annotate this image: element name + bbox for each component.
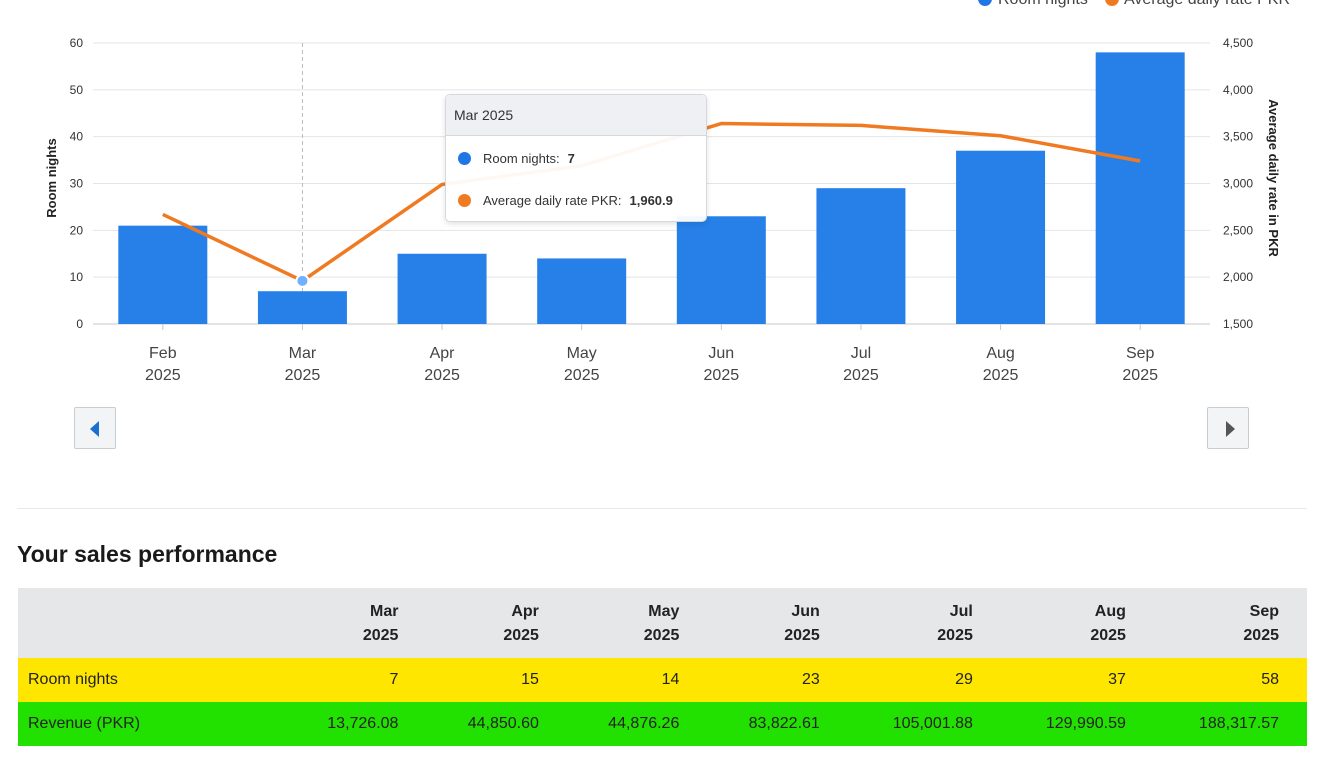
combo-chart: 0 10 20 30 40 50 60 1,500 2,000 2,500 3,000 3,500 4,… xyxy=(44,0,1290,384)
highlight-point xyxy=(295,273,310,288)
next-period-button[interactable] xyxy=(1207,407,1249,449)
table-cell: 129,990.59 xyxy=(1000,702,1154,746)
header-cell: Aug 2025 xyxy=(1000,588,1154,658)
legend-room-nights-label: Room nights xyxy=(998,0,1088,8)
table-cell: 105,001.88 xyxy=(847,702,1001,746)
bar-room-nights xyxy=(118,225,208,324)
table-row-revenue: Revenue (PKR) 13,726.08 44,850.60 44,876… xyxy=(18,702,1307,746)
table-cell: 83,822.61 xyxy=(707,702,848,746)
left-tick-label: 10 xyxy=(70,270,84,284)
bar-room-nights xyxy=(676,216,766,324)
x-tick-year: 2025 xyxy=(983,367,1019,384)
header-cell: May 2025 xyxy=(566,588,708,658)
left-tick-label: 60 xyxy=(70,36,84,50)
x-tick-year: 2025 xyxy=(704,367,740,384)
right-tick-label: 1,500 xyxy=(1223,317,1253,331)
x-tick-year: 2025 xyxy=(145,367,181,384)
left-tick-label: 0 xyxy=(76,317,83,331)
tooltip-row-room-nights: Room nights: 7 xyxy=(458,149,575,169)
chart-tooltip: Mar 2025 Room nights: 7 Average daily rat… xyxy=(445,94,707,222)
adr-dot-icon xyxy=(458,194,471,207)
right-tick-label: 2,000 xyxy=(1223,270,1253,284)
right-tick-label: 3,500 xyxy=(1223,130,1253,144)
header-empty-cell xyxy=(18,588,286,658)
chevron-right-icon xyxy=(1226,421,1235,437)
bar-room-nights xyxy=(956,150,1046,324)
table-cell: 13,726.08 xyxy=(286,702,427,746)
right-tick-label: 4,000 xyxy=(1223,83,1253,97)
table-cell: 23 xyxy=(707,658,848,702)
x-tick-month: Mar xyxy=(289,345,317,362)
header-cell: Jul 2025 xyxy=(847,588,1001,658)
table-cell: 58 xyxy=(1153,658,1307,702)
table-cell: 15 xyxy=(426,658,567,702)
row-label: Revenue (PKR) xyxy=(18,702,286,746)
legend-room-nights-dot-icon xyxy=(978,0,992,6)
row-label: Room nights xyxy=(18,658,286,702)
table-cell: 29 xyxy=(847,658,1001,702)
x-tick-year: 2025 xyxy=(285,367,321,384)
right-tick-label: 4,500 xyxy=(1223,36,1253,50)
x-tick-month: May xyxy=(567,345,597,362)
left-axis-title: Room nights xyxy=(44,138,59,217)
bar-room-nights xyxy=(397,253,487,324)
bar-room-nights xyxy=(1095,52,1185,324)
x-tick-month: Jun xyxy=(708,345,734,362)
table-cell: 44,850.60 xyxy=(426,702,567,746)
x-tick-month: Jul xyxy=(851,345,871,362)
table-cell: 44,876.26 xyxy=(566,702,708,746)
bar-room-nights xyxy=(816,188,906,324)
table-cell: 188,317.57 xyxy=(1153,702,1307,746)
left-tick-label: 20 xyxy=(70,223,84,237)
table-header-row: Mar 2025 Apr 2025 May 2025 Jun 2025 Jul 2025 … xyxy=(18,588,1307,658)
room-nights-dot-icon xyxy=(458,152,471,165)
x-tick-year: 2025 xyxy=(564,367,600,384)
x-tick-month: Apr xyxy=(430,345,456,362)
right-tick-label: 3,000 xyxy=(1223,177,1253,191)
section-divider xyxy=(17,508,1307,509)
table-cell: 7 xyxy=(286,658,427,702)
tooltip-row-adr: Average daily rate PKR: 1,960.9 xyxy=(458,191,673,211)
legend-adr-dot-icon xyxy=(1105,0,1119,6)
x-tick-month: Aug xyxy=(986,345,1014,362)
x-tick-year: 2025 xyxy=(843,367,879,384)
tooltip-value: 1,960.9 xyxy=(629,193,673,208)
bar-room-nights xyxy=(257,291,347,324)
tooltip-title: Mar 2025 xyxy=(446,95,706,136)
x-tick-year: 2025 xyxy=(424,367,460,384)
legend-adr-label: Average daily rate PKR xyxy=(1124,0,1290,8)
left-tick-label: 50 xyxy=(70,83,84,97)
header-cell: Apr 2025 xyxy=(426,588,567,658)
header-cell: Mar 2025 xyxy=(286,588,427,658)
chevron-left-icon xyxy=(90,421,99,437)
right-axis-title: Average daily rate in PKR xyxy=(1266,99,1281,257)
table-cell: 37 xyxy=(1000,658,1154,702)
x-tick-year: 2025 xyxy=(1122,367,1158,384)
left-tick-label: 30 xyxy=(70,177,84,191)
left-tick-label: 40 xyxy=(70,130,84,144)
section-title: Your sales performance xyxy=(17,541,278,567)
tooltip-value: 7 xyxy=(567,151,575,166)
header-cell: Sep 2025 xyxy=(1153,588,1307,658)
tooltip-label: Average daily rate PKR: xyxy=(483,193,622,208)
x-tick-month: Sep xyxy=(1126,345,1155,362)
bar-room-nights xyxy=(537,258,627,324)
tooltip-label: Room nights: xyxy=(483,151,560,166)
sales-performance-table: Mar 2025 Apr 2025 May 2025 Jun 2025 Jul 2025 … xyxy=(18,588,1307,746)
x-tick-month: Feb xyxy=(149,345,177,362)
header-cell: Jun 2025 xyxy=(707,588,848,658)
right-tick-label: 2,500 xyxy=(1223,223,1253,237)
table-row-room-nights: Room nights 7 15 14 23 29 37 58 xyxy=(18,658,1307,702)
previous-period-button[interactable] xyxy=(74,407,116,449)
table-cell: 14 xyxy=(566,658,708,702)
